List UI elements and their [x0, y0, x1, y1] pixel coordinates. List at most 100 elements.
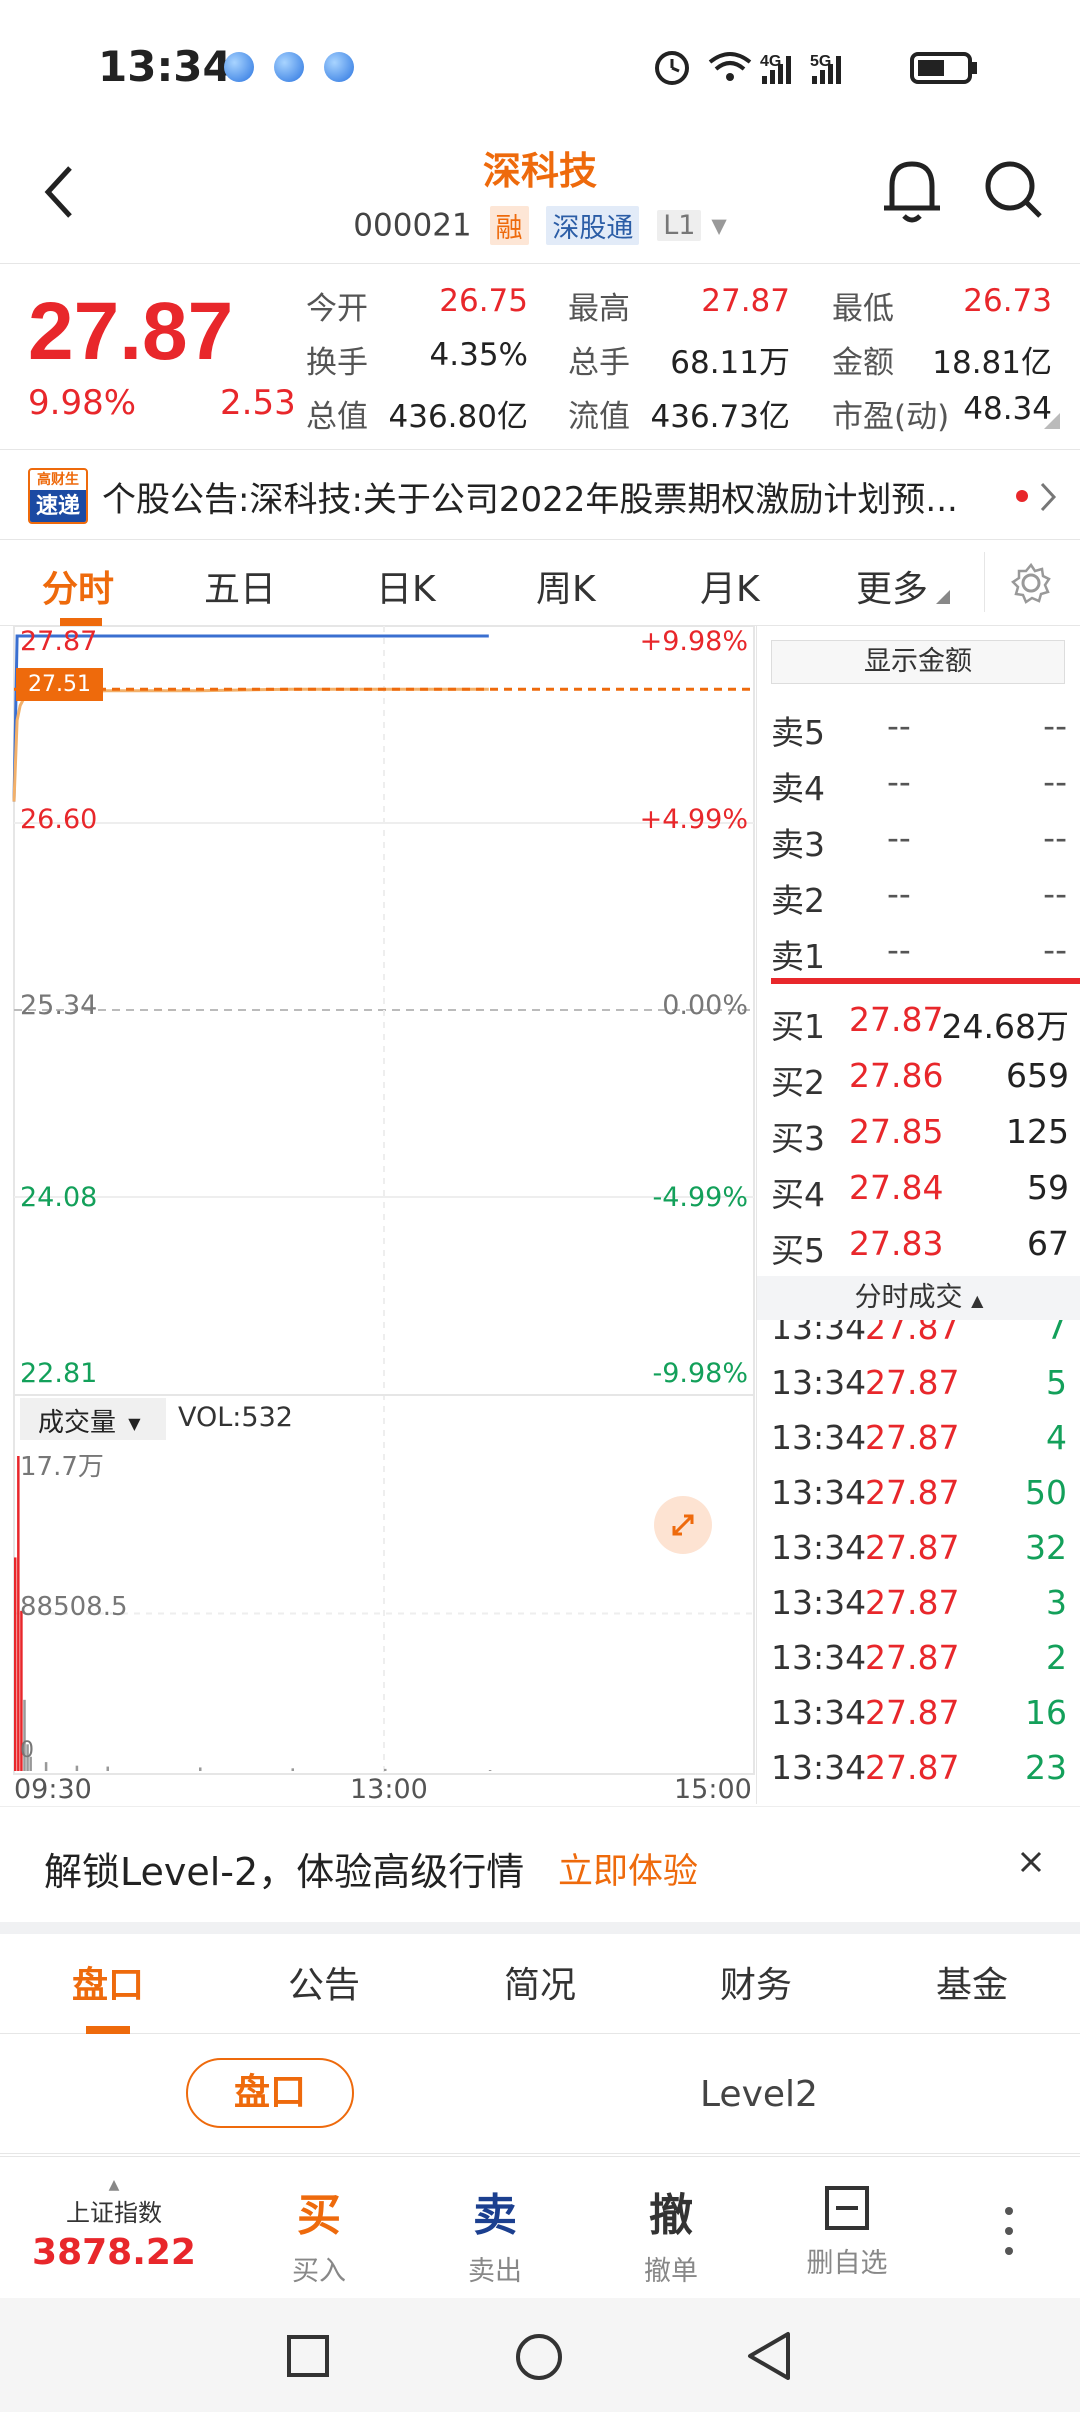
more-vertical-icon[interactable]	[996, 2201, 1022, 2261]
more-dropdown-icon[interactable]	[936, 590, 950, 604]
tab-weekly-k[interactable]: 周K	[536, 569, 596, 610]
unread-dot	[1016, 490, 1028, 502]
series-line-0	[12, 634, 489, 802]
ticks-header-label: 分时成交	[854, 1282, 963, 1313]
search-icon[interactable]	[982, 158, 1046, 222]
sell-button[interactable]: 卖 卖出	[410, 2179, 580, 2288]
vol-label-mid: 88508.5	[20, 1592, 128, 1622]
level-tag[interactable]: L1	[657, 210, 702, 241]
back-icon[interactable]	[744, 2330, 794, 2382]
tab-profile[interactable]: 简况	[503, 1965, 576, 2006]
last-price: 27.87	[28, 286, 234, 377]
margin-tag: 融	[489, 206, 529, 245]
dropdown-icon[interactable]: ▼	[711, 213, 727, 238]
bell-icon[interactable]	[880, 156, 944, 228]
bid-label: 买4	[771, 1175, 825, 1214]
cancel-order-button[interactable]: 撤 撤单	[586, 2179, 756, 2288]
tab-monthly-k[interactable]: 月K	[700, 569, 760, 610]
signal-icon	[812, 56, 841, 84]
tab-five-day[interactable]: 五日	[204, 569, 277, 610]
ticks-list[interactable]: 13:34 27.87 7 13:34 27.87 5 13:34 27.87 4 13:34 27…	[757, 1320, 1080, 1804]
tick-price: 27.87	[865, 1320, 960, 1347]
ask-volume: --	[1043, 874, 1067, 913]
tick-time: 13:34	[771, 1320, 867, 1347]
sort-up-icon: ▲	[971, 1291, 984, 1310]
tick-volume: 32	[1025, 1528, 1067, 1567]
bid-volume: 59	[1027, 1168, 1069, 1207]
ask-label: 卖5	[771, 713, 825, 752]
recent-apps-icon[interactable]	[286, 2334, 330, 2378]
tick-price: 27.87	[865, 1528, 960, 1567]
current-price-marker: 27.51	[16, 668, 103, 701]
field-label: 换手	[306, 345, 368, 381]
divider	[984, 552, 985, 612]
tab-intraday[interactable]: 分时	[42, 569, 115, 610]
ask-volume: --	[1043, 930, 1067, 969]
subtab-order-panel[interactable]: 盘口	[186, 2058, 354, 2128]
chevron-right-icon[interactable]	[1036, 480, 1060, 514]
ask-volume: --	[1043, 818, 1067, 857]
level2-banner[interactable]: 解锁Level-2，体验高级行情 立即体验	[0, 1806, 1080, 1922]
field-value: 26.75	[439, 283, 528, 319]
subtab-level2[interactable]: Level2	[700, 2074, 818, 2115]
banner-cta[interactable]: 立即体验	[558, 1852, 699, 1892]
close-icon[interactable]	[1018, 1849, 1044, 1875]
change-amount: 2.53	[220, 383, 296, 423]
news-text[interactable]: 个股公告:深科技:关于公司2022年股票期权激励计划预...	[102, 480, 958, 520]
remove-label: 删自选	[806, 2248, 888, 2279]
tab-announcements[interactable]: 公告	[287, 1965, 360, 2006]
volume-selector[interactable]: 成交量 ▼	[20, 1398, 166, 1440]
show-amount-button[interactable]: 显示金额	[771, 640, 1065, 684]
settings-gear-icon[interactable]	[1010, 562, 1052, 604]
volume-bar	[384, 1769, 387, 1771]
price-label: 22.81	[20, 1358, 98, 1389]
index-name: 上证指数	[66, 2199, 162, 2227]
bid-price: 27.87	[849, 1000, 944, 1039]
field-label: 最低	[832, 291, 894, 327]
tick-time: 13:34	[771, 1473, 867, 1512]
bid-label: 买3	[771, 1119, 825, 1158]
notification-icon	[324, 52, 354, 82]
news-ticker[interactable]: 高财生 速递 个股公告:深科技:关于公司2022年股票期权激励计划预...	[0, 452, 1080, 540]
tick-volume: 50	[1025, 1473, 1067, 1512]
home-icon[interactable]	[514, 2332, 564, 2382]
news-badge-bottom: 速递	[30, 490, 86, 522]
tick-volume: 7	[1046, 1320, 1067, 1347]
minus-box-icon	[825, 2186, 869, 2230]
intraday-chart[interactable]: 27.87 26.60 25.34 24.08 22.81 +9.98% +4.…	[0, 625, 756, 1805]
sort-up-icon: ▲	[108, 2177, 120, 2193]
field-value: 27.87	[701, 283, 790, 319]
svg-text:4G: 4G	[760, 53, 781, 70]
ticks-header[interactable]: 分时成交 ▲	[757, 1276, 1080, 1320]
wifi-icon	[708, 52, 752, 81]
tab-more[interactable]: 更多	[856, 569, 929, 610]
banner-text: 解锁Level-2，体验高级行情	[44, 1850, 525, 1894]
title-bar: 深科技 000021 融 深股通 L1 ▼	[0, 130, 1080, 264]
tick-volume: 23	[1025, 1748, 1067, 1787]
bid-row: 买4 27.84 59	[757, 1160, 1080, 1216]
bid-price: 27.86	[849, 1056, 944, 1095]
expand-icon[interactable]	[654, 1496, 712, 1554]
field-value: 4.35%	[429, 337, 528, 373]
tab-funds[interactable]: 基金	[935, 1965, 1008, 2006]
volume-bar	[14, 1557, 17, 1771]
chart-svg[interactable]	[0, 625, 756, 1804]
field-label: 市盈(动)	[832, 399, 950, 435]
volume-bar	[291, 1768, 294, 1771]
back-arrow-icon[interactable]	[40, 162, 80, 222]
field-value: 436.73亿	[650, 399, 790, 435]
tab-order-panel[interactable]: 盘口	[71, 1965, 144, 2006]
tick-price: 27.87	[865, 1693, 960, 1732]
tab-daily-k[interactable]: 日K	[376, 569, 436, 610]
bid-row: 买3 27.85 125	[757, 1104, 1080, 1160]
tick-row: 13:34 27.87 2	[757, 1630, 1080, 1686]
stock-name: 深科技	[482, 149, 597, 193]
remove-watchlist-button[interactable]: 删自选	[762, 2179, 932, 2280]
bid-row: 买1 27.87 24.68万	[757, 992, 1080, 1048]
tab-financials[interactable]: 财务	[719, 1965, 792, 2006]
pct-label: -9.98%	[652, 1358, 748, 1389]
index-widget[interactable]: ▲ 上证指数 3878.22	[28, 2177, 200, 2273]
ask-price: --	[887, 874, 911, 913]
buy-button[interactable]: 买 买入	[234, 2179, 404, 2288]
tick-time: 13:34	[771, 1638, 867, 1677]
